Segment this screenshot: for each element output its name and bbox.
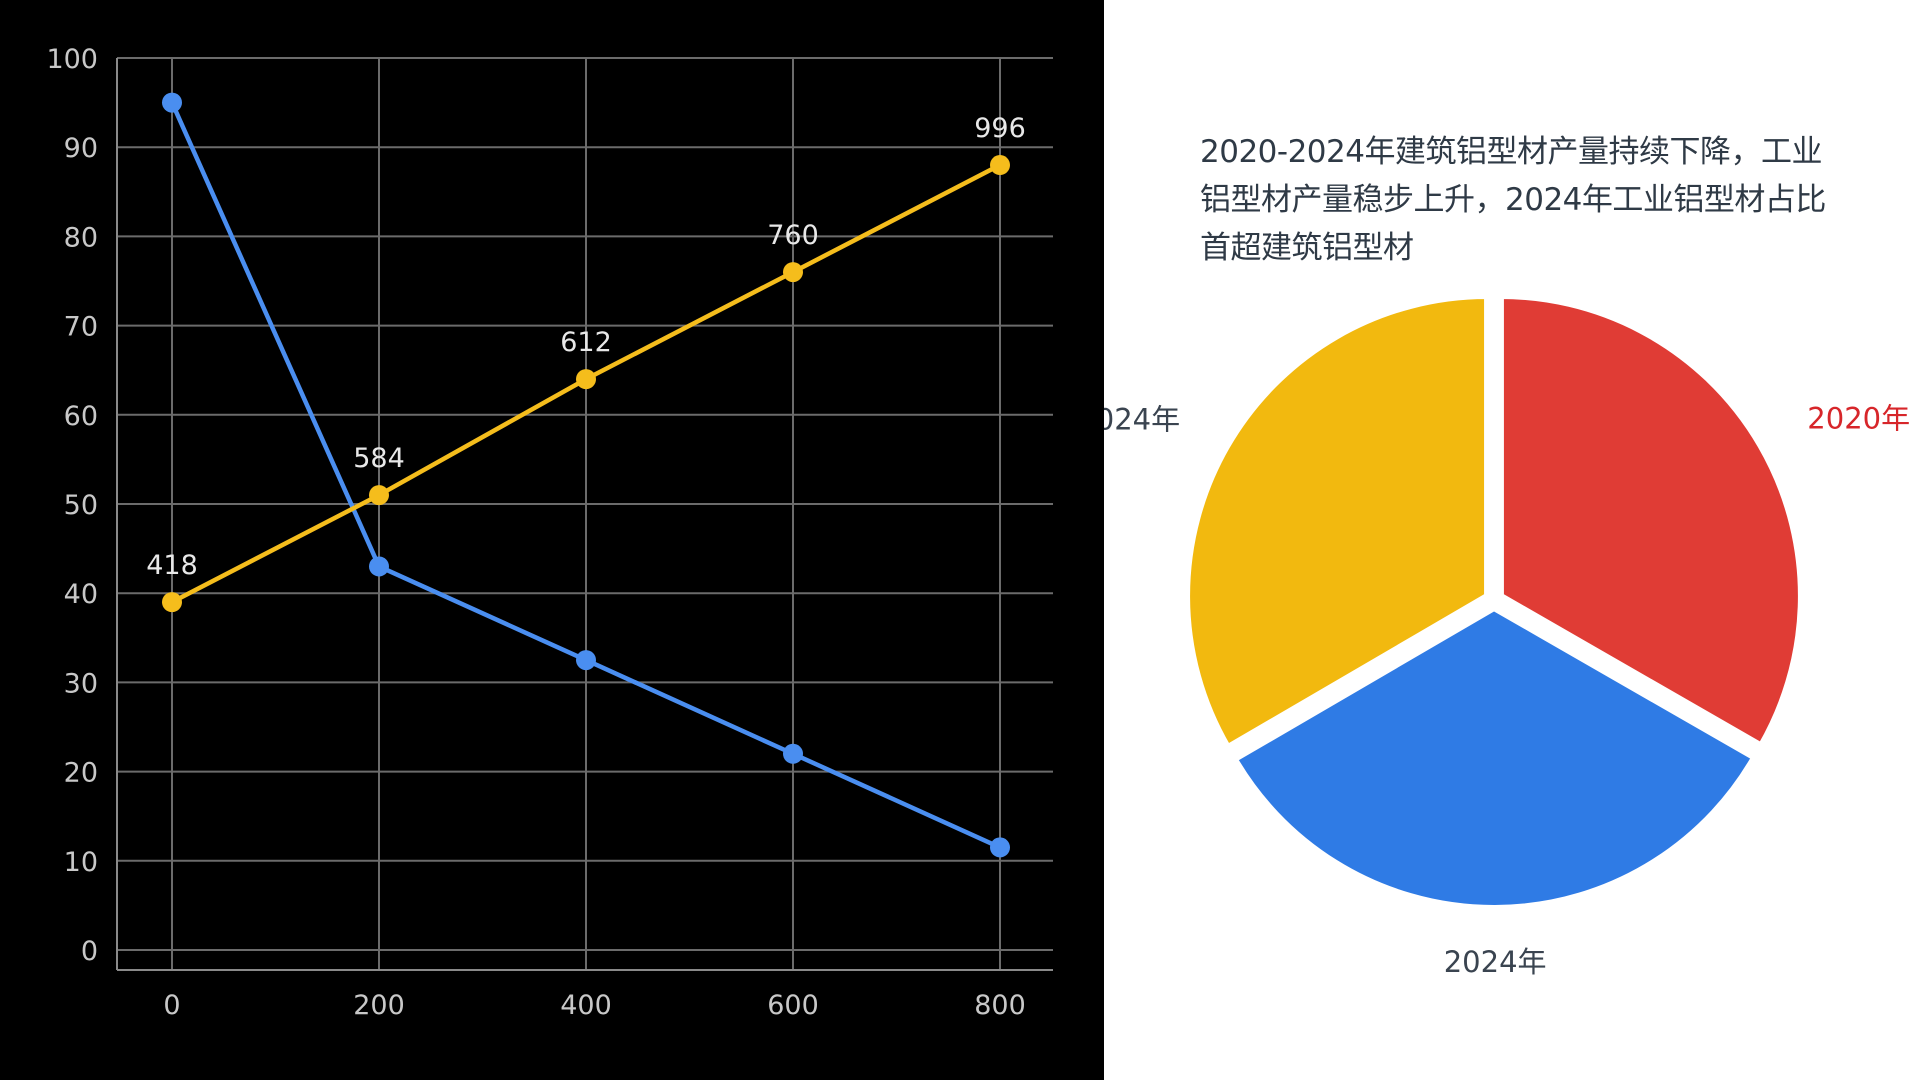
series-2-point <box>369 485 389 506</box>
series-2-point <box>162 592 182 613</box>
y-tick-label: 10 <box>64 847 98 878</box>
series-2-data-label: 612 <box>560 327 612 358</box>
series-2-point <box>576 369 596 390</box>
series-1-point <box>576 650 596 671</box>
x-tick-label: 800 <box>974 990 1026 1021</box>
series-2-point <box>783 262 803 283</box>
y-tick-label: 90 <box>64 133 98 164</box>
series-1-point <box>990 837 1010 858</box>
series-1-point <box>369 556 389 577</box>
y-tick-label: 100 <box>46 44 98 75</box>
series-1-point <box>783 743 803 764</box>
y-tick-label: 30 <box>64 668 98 699</box>
pie-chart-headline: 2020-2024年建筑铝型材产量持续下降，工业铝型材产量稳步上升，2024年工… <box>1200 134 1826 266</box>
series-2-data-label: 418 <box>146 550 198 581</box>
series-1-point <box>162 92 182 113</box>
y-tick-label: 70 <box>64 312 98 343</box>
series-2-point <box>990 155 1010 176</box>
x-tick-label: 200 <box>353 990 405 1021</box>
x-tick-label: 400 <box>560 990 612 1021</box>
pie-slice-label: 2024年 <box>1104 403 1180 437</box>
pie-slice-label: 2020年 <box>1807 402 1910 436</box>
line-chart-panel: 0 10 20 30 40 50 60 70 80 90 100 0 200 400 600 800 418 58… <box>0 0 1104 1080</box>
y-tick-label: 80 <box>64 222 98 253</box>
pie-slice <box>1230 604 1759 911</box>
y-tick-label: 20 <box>64 758 98 789</box>
y-tick-label: 0 <box>81 936 98 967</box>
pie-chart: 2020年 2024年 2024年 <box>1104 292 1910 979</box>
y-tick-label: 60 <box>64 401 98 432</box>
pie-chart-panel: 2020-2024年建筑铝型材产量持续下降，工业铝型材产量稳步上升，2024年工… <box>1104 0 1920 1080</box>
pie-slice-label: 2024年 <box>1444 945 1547 979</box>
series-2-data-label: 760 <box>767 220 819 251</box>
pie-slice <box>1497 292 1804 750</box>
y-tick-label: 50 <box>64 490 98 521</box>
y-tick-label: 40 <box>64 579 98 610</box>
x-tick-label: 0 <box>163 990 180 1021</box>
series-2-data-label: 996 <box>974 113 1026 144</box>
series-2-data-label: 584 <box>353 443 405 474</box>
line-chart: 0 10 20 30 40 50 60 70 80 90 100 0 200 400 600 800 418 58… <box>46 44 1053 1021</box>
x-tick-label: 600 <box>767 990 819 1021</box>
pie-slice <box>1184 293 1491 752</box>
